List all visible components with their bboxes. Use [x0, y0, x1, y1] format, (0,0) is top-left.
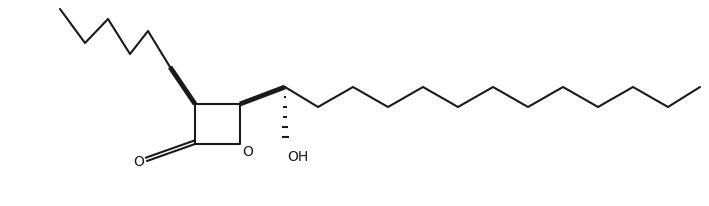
Text: O: O	[242, 144, 253, 158]
Text: O: O	[133, 154, 145, 168]
Text: OH: OH	[287, 149, 308, 163]
